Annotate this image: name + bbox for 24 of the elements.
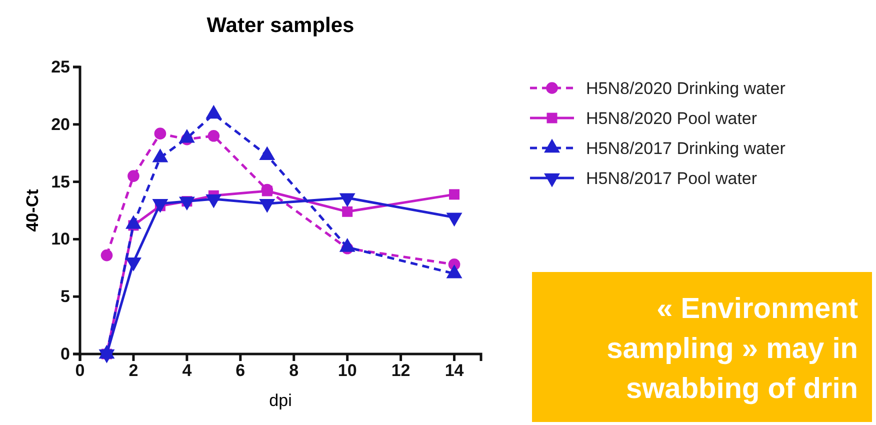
x-axis-title: dpi — [269, 391, 292, 410]
y-tick-label: 25 — [51, 57, 70, 76]
legend-label: H5N8/2020 Drinking water — [586, 79, 786, 98]
x-tick-label: 0 — [75, 361, 85, 380]
x-tick-label: 14 — [444, 361, 464, 380]
y-tick-label: 15 — [51, 172, 70, 192]
chart-title: Water samples — [206, 14, 354, 37]
legend-label: H5N8/2020 Pool water — [586, 109, 758, 128]
x-tick-label: 12 — [391, 361, 410, 380]
text: swabbing of drin — [626, 373, 858, 405]
x-tick-label: 4 — [182, 361, 192, 380]
x-tick-label: 2 — [128, 361, 138, 380]
legend-label: H5N8/2017 Pool water — [586, 169, 758, 188]
y-axis-title: 40-Ct — [23, 188, 42, 232]
text: « Environment — [656, 293, 858, 325]
x-tick-label: 6 — [236, 361, 246, 380]
text: sampling » may in — [606, 333, 858, 365]
y-tick-label: 0 — [60, 344, 70, 364]
legend-label: H5N8/2017 Drinking water — [586, 139, 786, 158]
x-tick-label: 8 — [289, 361, 299, 380]
y-tick-label: 20 — [51, 114, 70, 134]
x-tick-label: 10 — [338, 361, 357, 380]
y-tick-label: 5 — [60, 287, 70, 306]
y-tick-label: 10 — [51, 230, 70, 249]
